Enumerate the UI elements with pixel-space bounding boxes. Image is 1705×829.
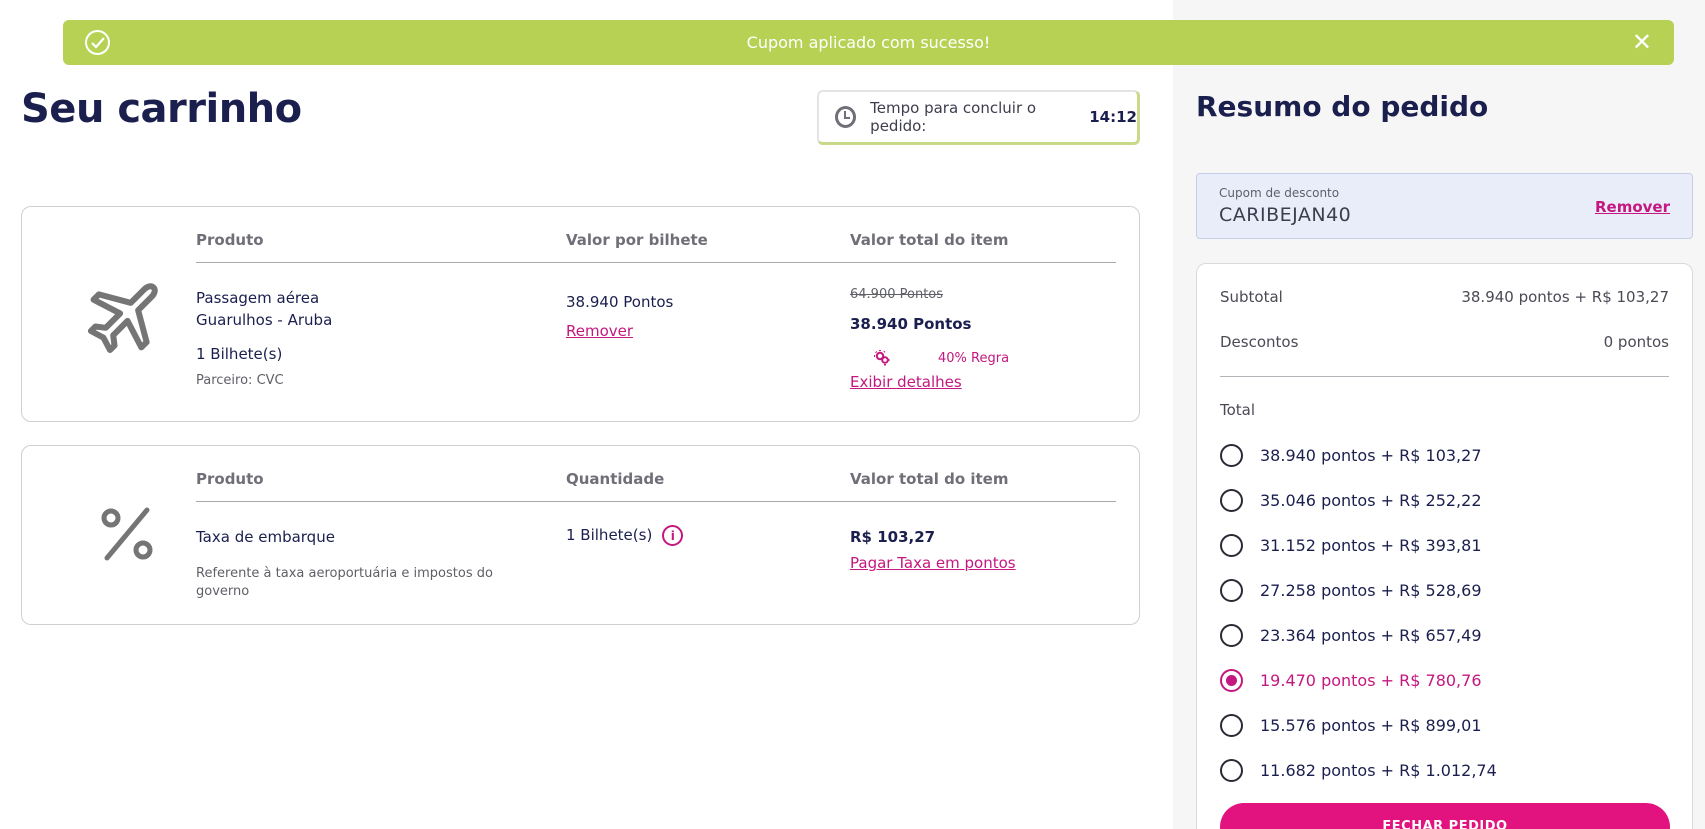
discount-rule-icon [873,349,891,371]
original-total: 64.900 Pontos [850,287,944,302]
payment-option[interactable]: 11.682 pontos + R$ 1.012,74 [1220,759,1497,782]
header-product: Produto [196,231,264,249]
toast-message: Cupom aplicado com sucesso! [746,33,991,52]
subtotal-label: Subtotal [1220,288,1283,306]
discount-rule-label: 40% Regra [938,351,1010,366]
summary-card: Subtotal 38.940 pontos + R$ 103,27 Desco… [1196,263,1693,829]
payment-option[interactable]: 15.576 pontos + R$ 899,01 [1220,714,1482,737]
radio-button[interactable] [1220,624,1243,647]
divider [196,262,1116,263]
check-circle-icon [85,30,110,55]
radio-button[interactable] [1220,579,1243,602]
timer-label: Tempo para concluir o pedido: [870,99,1037,135]
header-unit-value: Valor por bilhete [566,231,708,249]
order-timer: Tempo para concluir o pedido: 14:12 [817,90,1140,145]
success-toast: Cupom aplicado com sucesso! ✕ [63,20,1674,65]
page-title: Seu carrinho [21,86,302,132]
payment-option[interactable]: 27.258 pontos + R$ 528,69 [1220,579,1482,602]
discount-value: 0 pontos [1603,333,1669,351]
close-icon[interactable]: ✕ [1631,28,1652,56]
clock-icon [835,106,857,128]
header-total: Valor total do item [850,470,1009,488]
payment-option[interactable]: 35.046 pontos + R$ 252,22 [1220,489,1482,512]
checkout-button[interactable]: FECHAR PEDIDO [1220,803,1670,829]
payment-option-label: 31.152 pontos + R$ 393,81 [1260,536,1482,555]
percent-icon [62,504,192,564]
radio-button[interactable] [1220,489,1243,512]
payment-option-label: 38.940 pontos + R$ 103,27 [1260,446,1482,465]
radio-button-selected[interactable] [1220,669,1243,692]
payment-option-label: 11.682 pontos + R$ 1.012,74 [1260,761,1497,780]
cart-item-tax: Produto Quantidade Valor total do item T… [21,445,1140,625]
coupon-box: Cupom de desconto CARIBEJAN40 Remover [1196,173,1693,239]
total-label: Total [1220,401,1256,419]
radio-button[interactable] [1220,759,1243,782]
remove-coupon-link[interactable]: Remover [1594,198,1670,216]
subtotal-row: Subtotal 38.940 pontos + R$ 103,27 [1220,288,1669,306]
show-details-link[interactable]: Exibir detalhes [850,373,962,391]
divider [1220,376,1669,377]
radio-button[interactable] [1220,534,1243,557]
subtotal-value: 38.940 pontos + R$ 103,27 [1461,288,1669,306]
pay-tax-points-link[interactable]: Pagar Taxa em pontos [850,554,1016,572]
product-name: Passagem aérea [196,289,320,307]
airplane-icon [62,269,192,359]
payment-option-label: 27.258 pontos + R$ 528,69 [1260,581,1482,600]
radio-button[interactable] [1220,714,1243,737]
payment-option[interactable]: 38.940 pontos + R$ 103,27 [1220,444,1482,467]
unit-value: 38.940 Pontos [566,293,674,311]
payment-option[interactable]: 31.152 pontos + R$ 393,81 [1220,534,1482,557]
total-row: Total [1220,401,1669,419]
discount-label: Descontos [1220,333,1299,351]
header-total: Valor total do item [850,231,1009,249]
radio-button[interactable] [1220,444,1243,467]
tax-quantity-wrap: 1 Bilhete(s) i [566,525,684,546]
header-quantity: Quantidade [566,470,665,488]
payment-option-selected[interactable]: 19.470 pontos + R$ 780,76 [1220,669,1482,692]
coupon-label: Cupom de desconto [1219,186,1340,200]
tax-quantity: 1 Bilhete(s) [566,526,653,544]
divider [196,501,1116,502]
product-quantity: 1 Bilhete(s) [196,345,283,363]
item-total: 38.940 Pontos [850,315,972,333]
coupon-code: CARIBEJAN40 [1219,204,1352,226]
timer-value: 14:12 [1089,108,1137,126]
info-icon[interactable]: i [662,525,684,546]
item-total: R$ 103,27 [850,528,936,546]
payment-option-label: 23.364 pontos + R$ 657,49 [1260,626,1482,645]
header-product: Produto [196,470,264,488]
payment-option-label: 19.470 pontos + R$ 780,76 [1260,671,1482,690]
product-name: Taxa de embarque [196,528,335,546]
payment-option-label: 35.046 pontos + R$ 252,22 [1260,491,1482,510]
product-partner: Parceiro: CVC [196,373,284,388]
product-description: Referente à taxa aeroportuária e imposto… [196,566,493,599]
remove-item-link[interactable]: Remover [566,322,634,340]
payment-option-label: 15.576 pontos + R$ 899,01 [1260,716,1482,735]
cart-item-flight: Produto Valor por bilhete Valor total do… [21,206,1140,422]
payment-option[interactable]: 23.364 pontos + R$ 657,49 [1220,624,1482,647]
discount-row: Descontos 0 pontos [1220,333,1669,351]
summary-title: Resumo do pedido [1196,90,1489,123]
product-route: Guarulhos - Aruba [196,311,333,329]
